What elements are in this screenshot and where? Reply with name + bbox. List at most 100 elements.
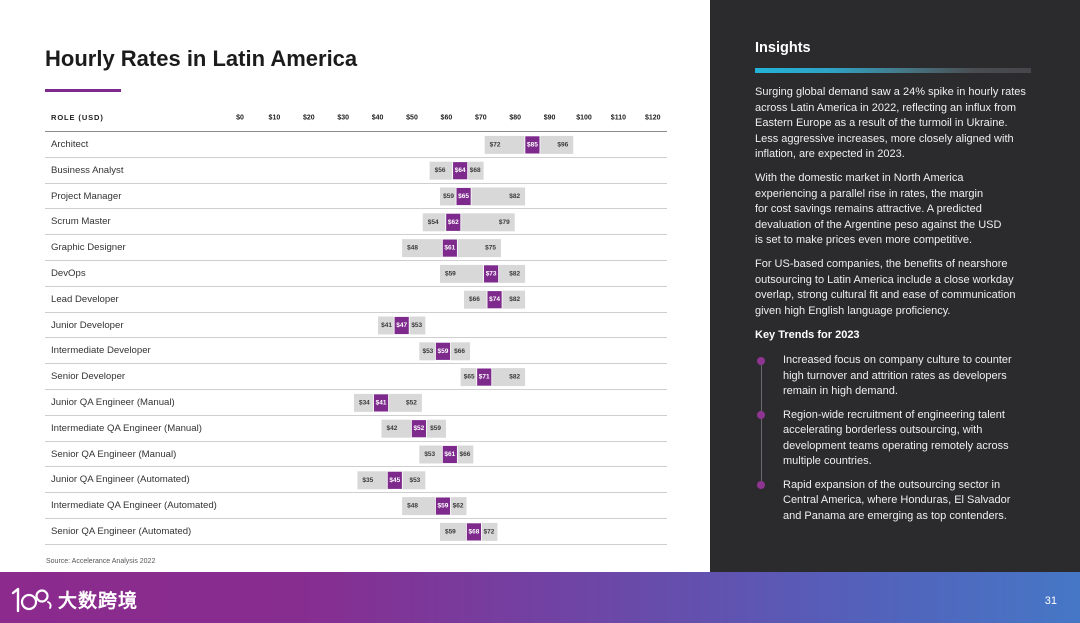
rate-range: $72 $85 $96 [484,135,574,155]
mid-rate-marker [483,264,500,284]
page-title: Hourly Rates in Latin America [45,46,358,71]
high-rate-label: $59 [430,425,441,432]
low-rate-label: $48 [407,503,418,510]
role-label: Graphic Designer [51,242,126,254]
x-tick-label: $10 [269,115,281,122]
trend-item: Rapid expansion of the outsourcing secto… [755,478,1065,525]
mid-rate-label: $61 [444,245,455,252]
rate-range: $41 $47 $53 [378,316,426,335]
table-row: Senior QA Engineer (Manual) [45,442,667,468]
mid-rate-label: $64 [455,167,466,174]
mid-rate-label: $47 [396,322,407,329]
mid-rate-marker [445,212,462,232]
rate-range: $35 $45 $53 [357,470,426,490]
low-rate-label: $42 [386,425,397,432]
rate-range: $42 $52 $59 [381,419,446,439]
table-rows: Architect Business Analyst Project Manager… [45,132,667,545]
role-label: Business Analyst [51,164,124,176]
rate-range: $48 $59 $62 [402,496,467,516]
high-rate-label: $82 [509,270,520,277]
mid-rate-label: $65 [458,193,469,200]
mid-rate-label: $74 [489,296,500,303]
x-tick-label: $100 [576,115,592,122]
high-rate-label: $52 [406,399,417,406]
table-row: Scrum Master [45,209,667,236]
table-row: Graphic Designer [45,235,667,261]
x-tick-label: $110 [611,115,626,122]
high-rate-label: $53 [411,322,422,329]
rate-range: $54 $62 $79 [422,212,515,232]
footer-band: 大数跨境 31 [0,572,1080,623]
low-rate-label: $34 [359,399,370,406]
role-label: Architect [51,139,89,150]
high-rate-label: $68 [470,167,481,174]
low-rate-label: $59 [445,270,456,277]
role-label: Intermediate QA Engineer (Manual) [51,422,202,434]
table-row: Lead Developer [45,287,667,313]
mid-rate-marker [524,135,541,155]
role-label: Senior Developer [51,371,126,383]
low-rate-label: $65 [464,374,475,381]
role-label: Junior Developer [51,319,124,331]
table-row: Intermediate QA Engineer (Manual) [45,416,667,442]
brand-logo-icon [11,587,52,613]
high-rate-label: $66 [459,451,470,458]
low-rate-label: $48 [407,245,418,252]
trend-text: Region-wide recruitment of engineering t… [783,408,1009,468]
low-rate-label: $41 [381,322,392,329]
role-label: Senior QA Engineer (Automated) [51,525,192,537]
role-label: Junior QA Engineer (Automated) [51,474,190,486]
table-row: Senior Developer [45,364,667,390]
x-tick-label: $0 [236,115,244,122]
table-row: Junior QA Engineer (Manual) [45,390,667,416]
rate-range: $59 $68 $72 [439,522,498,542]
x-tick-label: $120 [645,115,661,122]
rate-range: $48 $61 $75 [402,238,501,258]
mid-rate-label: $59 [438,503,449,510]
x-tick-label: $90 [544,115,556,122]
high-rate-label: $53 [409,477,420,484]
low-rate-label: $53 [422,348,433,355]
x-tick-label: $50 [406,115,418,122]
high-rate-label: $79 [499,219,510,226]
insights-panel: Insights Surging global demand saw a 24%… [710,0,1080,572]
bullet-dot-icon [757,481,765,490]
x-tick-label: $40 [372,115,384,122]
bullet-dot-icon [757,411,765,420]
low-rate-label: $54 [428,219,439,226]
insights-heading: Insights [755,40,811,56]
mid-rate-label: $73 [486,270,497,277]
mid-rate-marker [476,367,493,387]
mid-rate-marker [373,393,389,413]
rate-range: $34 $41 $52 [353,393,422,413]
rate-range: $66 $74 $82 [464,290,526,310]
table-row: Architect [45,132,667,158]
role-column-header: ROLE (USD) [51,113,104,122]
rate-range: $53 $59 $66 [419,341,471,361]
source-note: Source: Accelerance Analysis 2022 [46,558,156,565]
table-row: Business Analyst [45,158,667,184]
mid-rate-label: $61 [444,451,455,458]
x-tick-label: $20 [303,115,315,122]
trend-connector-line [760,360,762,486]
mid-rate-marker [452,161,469,181]
high-rate-label: $62 [453,503,464,510]
role-label: Intermediate Developer [51,345,151,357]
mid-rate-marker [455,187,472,206]
x-tick-label: $70 [475,115,487,122]
table-row: DevOps [45,261,667,287]
role-label: Junior QA Engineer (Manual) [51,396,175,408]
x-tick-label: $60 [441,115,453,122]
mid-rate-label: $45 [389,477,400,484]
brand-logo-text: 大数跨境 [58,590,139,612]
mid-rate-label: $68 [468,528,479,535]
rate-range: $59 $73 $82 [439,264,526,284]
high-rate-label: $82 [509,193,520,200]
high-rate-label: $72 [484,528,495,535]
x-tick-label: $80 [509,115,521,122]
high-rate-label: $75 [485,245,496,252]
high-rate-label: $82 [509,296,520,303]
table-row: Senior QA Engineer (Automated) [45,519,667,545]
trend-text: Increased focus on company culture to co… [783,354,1012,397]
role-label: Scrum Master [51,216,111,228]
